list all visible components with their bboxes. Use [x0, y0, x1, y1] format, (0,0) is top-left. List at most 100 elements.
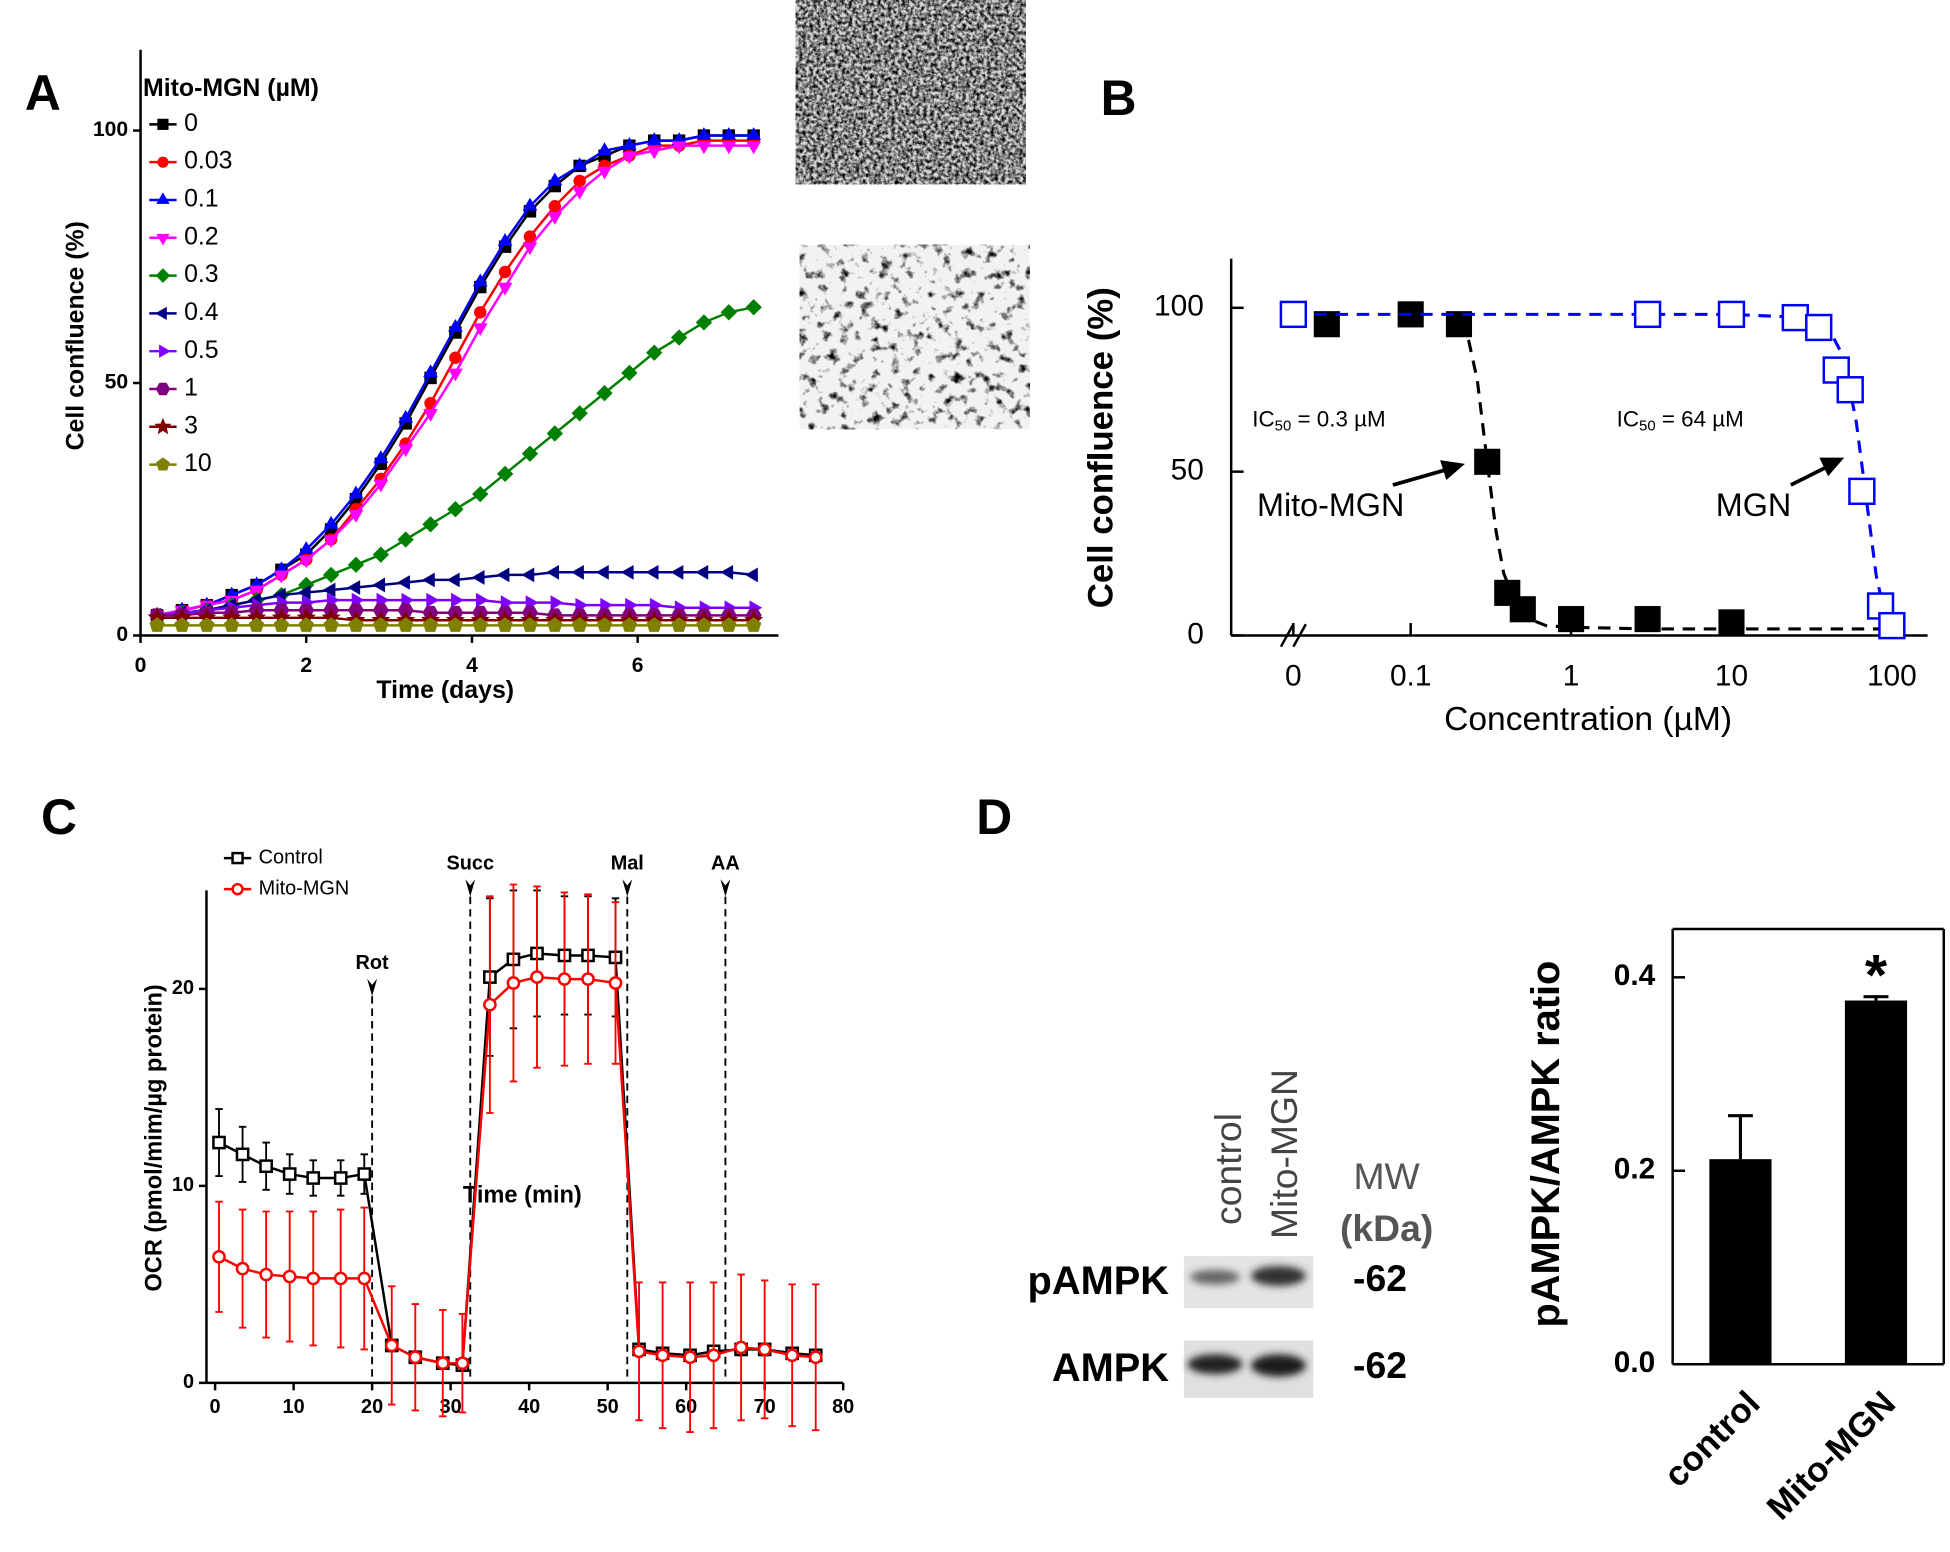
- marker: [155, 268, 171, 283]
- marker: [1509, 596, 1536, 623]
- series-label: MGN: [1716, 487, 1791, 523]
- x-tick-label: 1: [1563, 660, 1580, 693]
- marker: [348, 485, 364, 499]
- marker: [1848, 477, 1876, 505]
- marker: [348, 603, 364, 618]
- marker: [297, 585, 311, 600]
- marker: [625, 597, 638, 613]
- marker: [721, 141, 737, 155]
- marker: [746, 127, 762, 140]
- legend-label: 1: [184, 374, 198, 402]
- marker: [157, 118, 169, 130]
- y-tick-label: 50: [1171, 454, 1204, 487]
- marker: [695, 314, 713, 331]
- marker: [608, 976, 623, 990]
- annotation: IC50 = 0.3 µM: [1252, 406, 1385, 434]
- marker: [530, 970, 544, 984]
- y-tick-label: 10: [172, 1174, 194, 1196]
- marker: [597, 166, 612, 180]
- marker: [1718, 609, 1745, 636]
- panel-label: B: [1101, 70, 1137, 126]
- marker: [397, 603, 414, 618]
- marker: [670, 329, 688, 346]
- marker: [600, 597, 613, 613]
- legend-label: 0.1: [184, 185, 219, 213]
- y-tick-label: 50: [105, 371, 129, 394]
- error-bar: [1727, 1114, 1753, 1160]
- x-tick-label: 100: [1867, 660, 1917, 693]
- marker: [323, 515, 339, 529]
- legend-label: 0.4: [184, 298, 219, 326]
- panel-label: D: [976, 789, 1012, 845]
- marker: [632, 1344, 646, 1359]
- marker: [472, 273, 488, 287]
- marker: [496, 567, 510, 583]
- marker: [323, 535, 339, 549]
- mw-value: -62: [1353, 1257, 1407, 1299]
- bar: [1844, 1000, 1908, 1365]
- marker: [522, 242, 538, 256]
- marker: [282, 1167, 297, 1181]
- arrow: [1789, 457, 1845, 487]
- marker: [333, 1171, 348, 1185]
- y-tick-label: 0.0: [1614, 1346, 1655, 1379]
- y-tick-label: 0.2: [1614, 1153, 1655, 1186]
- marker: [333, 1271, 348, 1286]
- bar: [1709, 1159, 1772, 1365]
- marker: [521, 567, 535, 583]
- marker: [721, 127, 737, 140]
- marker: [435, 1356, 450, 1371]
- y-axis-title: OCR (pmol/mim/µg protein): [142, 984, 168, 1291]
- marker: [155, 382, 171, 396]
- marker: [422, 617, 439, 632]
- y-tick-label: 20: [172, 977, 194, 999]
- marker: [306, 1171, 321, 1185]
- legend-label: 10: [184, 449, 212, 477]
- marker: [451, 592, 464, 608]
- significance-mark: *: [1865, 943, 1888, 1007]
- x-tick-label: 2: [300, 654, 312, 677]
- x-tick-label: 60: [675, 1396, 697, 1418]
- marker: [621, 151, 637, 165]
- marker: [671, 617, 687, 632]
- marker: [448, 318, 463, 332]
- marker: [155, 306, 167, 321]
- y-tick-label: 0: [183, 1371, 194, 1393]
- marker: [397, 531, 414, 548]
- marker: [670, 565, 684, 580]
- mw-title: MW: [1353, 1155, 1420, 1197]
- marker: [156, 233, 170, 246]
- marker: [348, 509, 364, 523]
- legend-label: 0.3: [184, 260, 219, 288]
- x-tick-label: 10: [1715, 660, 1748, 693]
- x-tick-label: 20: [361, 1396, 383, 1418]
- marker: [156, 457, 170, 471]
- marker: [249, 585, 264, 599]
- annotation-subscript: 50: [1639, 417, 1656, 434]
- marker: [745, 299, 762, 316]
- panel-label: C: [41, 789, 77, 845]
- x-tick-label: control: [1657, 1384, 1768, 1495]
- marker: [156, 192, 170, 204]
- marker: [154, 417, 172, 435]
- marker: [572, 157, 588, 171]
- legend-label: 0.2: [184, 222, 219, 250]
- annotation-subscript: 50: [1275, 417, 1292, 434]
- injection-arrow: [720, 879, 731, 897]
- x-tick-label: Mito-MGN: [1759, 1384, 1903, 1528]
- marker: [446, 572, 460, 588]
- marker: [506, 976, 521, 990]
- x-tick-label: 80: [832, 1396, 854, 1418]
- marker: [522, 617, 538, 632]
- y-tick-label: 0: [1187, 617, 1204, 650]
- y-tick-label: 0.4: [1614, 959, 1656, 992]
- marker: [323, 617, 339, 632]
- marker: [746, 141, 762, 155]
- marker: [447, 501, 464, 518]
- x-axis-title: Time (days): [376, 676, 514, 704]
- marker: [397, 575, 410, 590]
- marker: [671, 141, 687, 155]
- marker: [546, 565, 560, 580]
- x-tick-label: 30: [440, 1396, 462, 1418]
